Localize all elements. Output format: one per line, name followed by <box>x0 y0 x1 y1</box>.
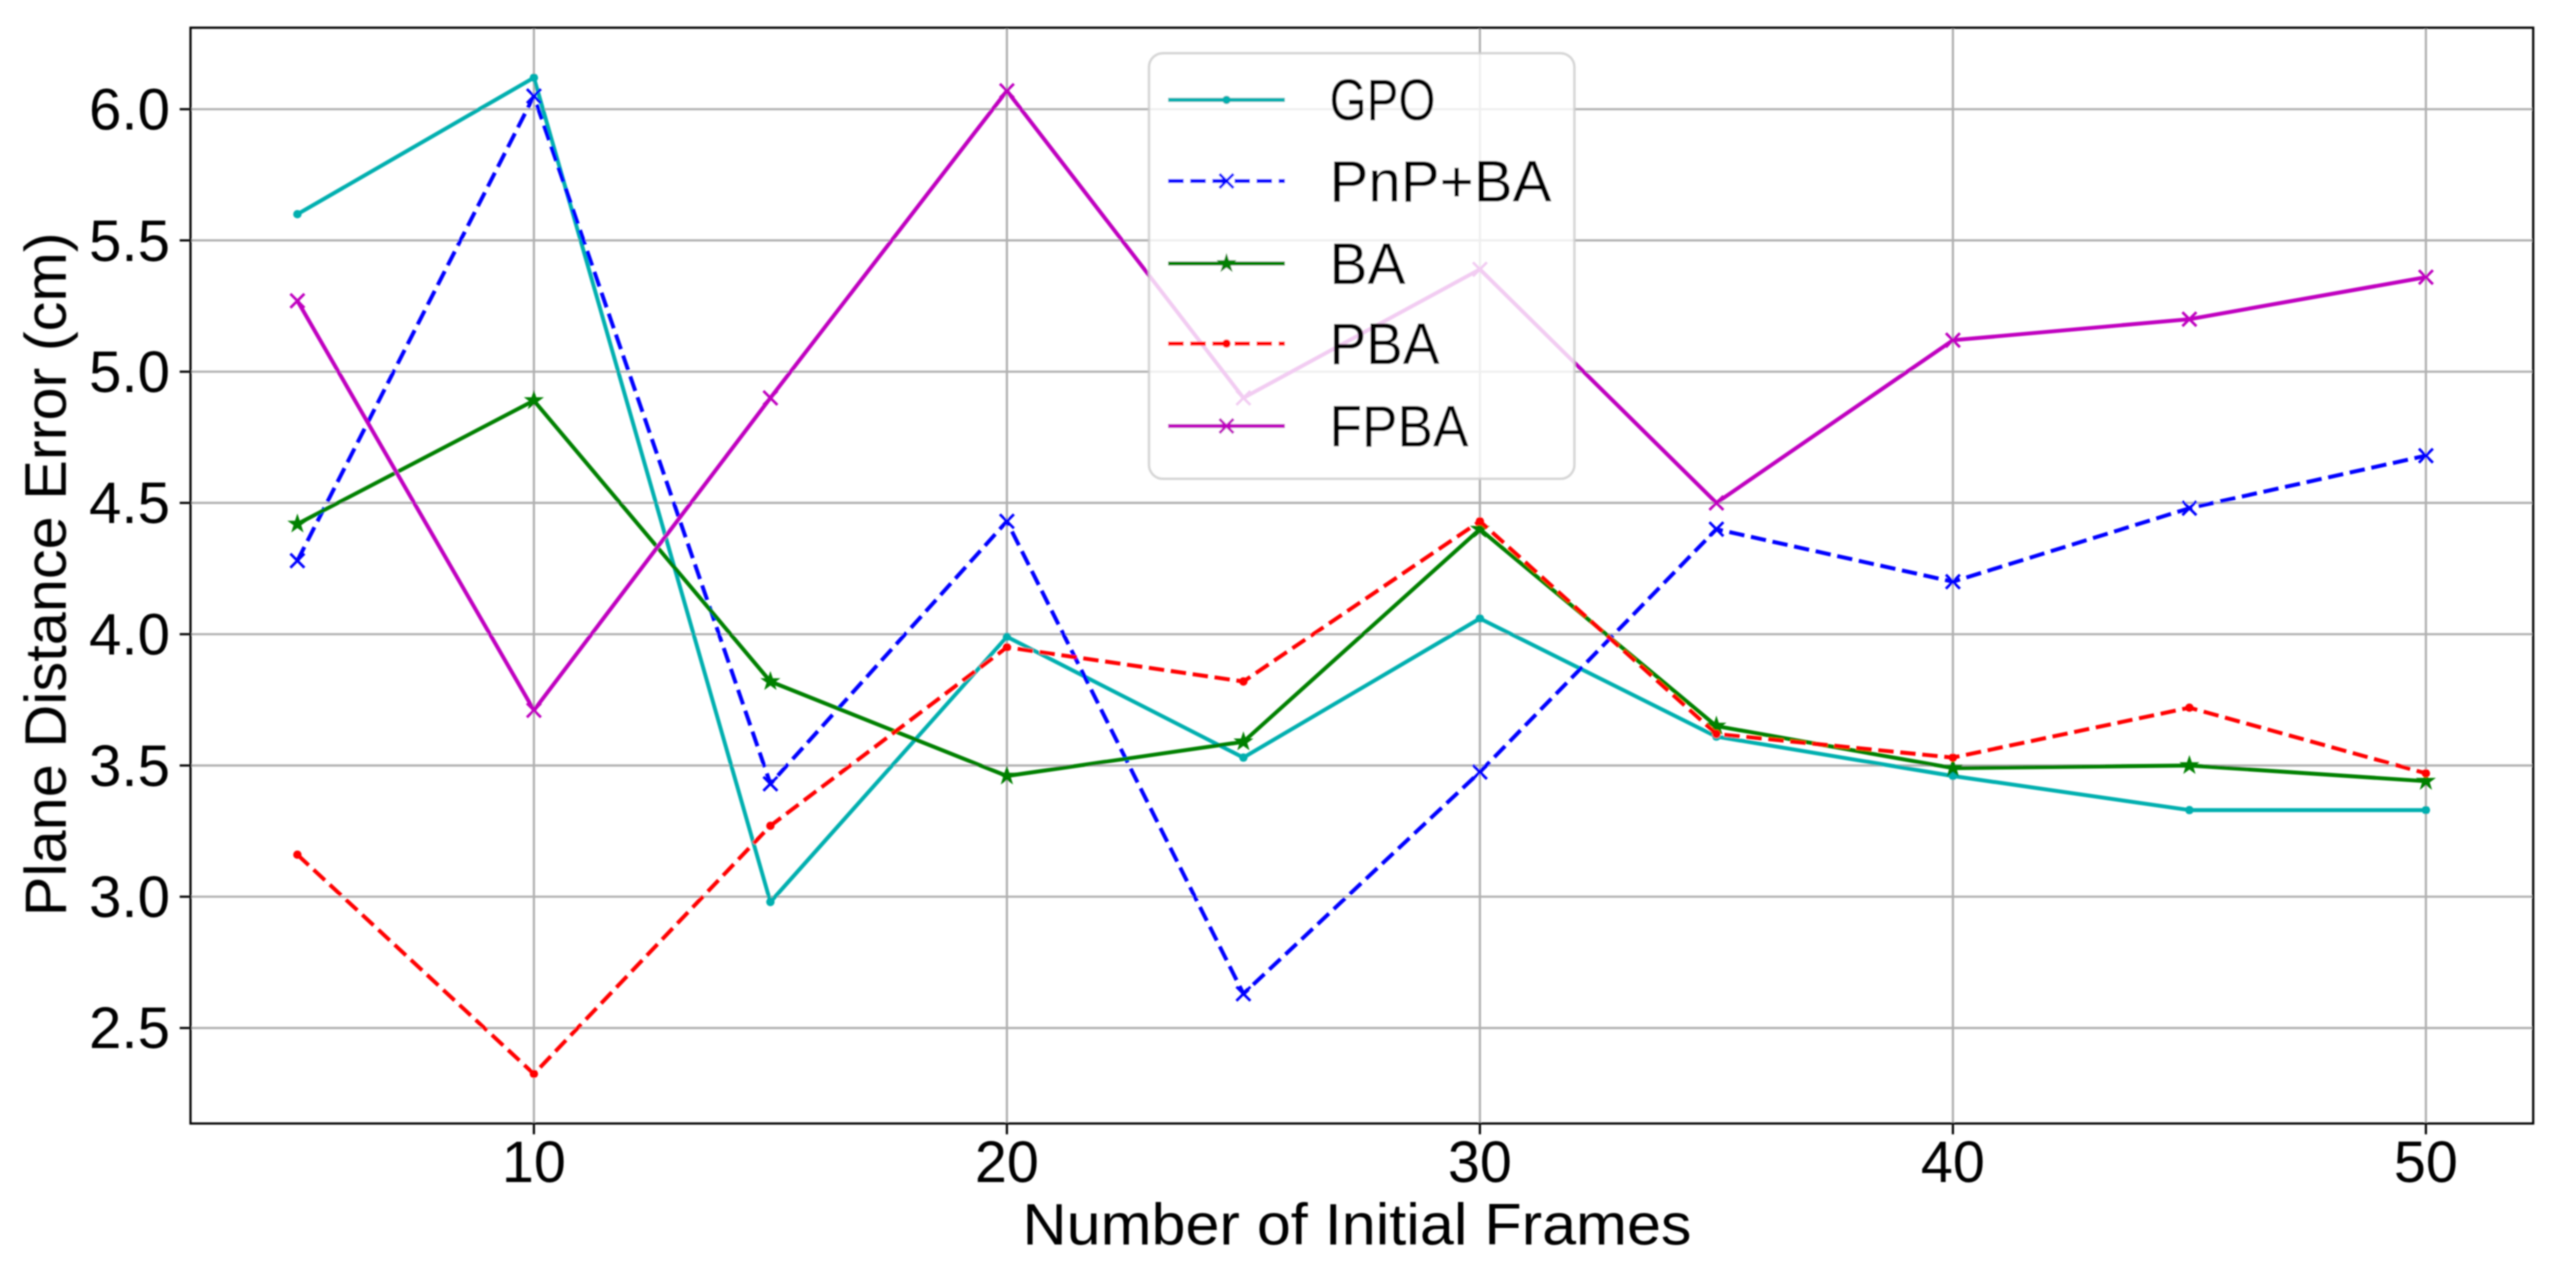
svg-text:4.5: 4.5 <box>89 471 170 536</box>
svg-text:4.0: 4.0 <box>89 603 170 668</box>
svg-text:10: 10 <box>502 1130 566 1195</box>
svg-text:40: 40 <box>1921 1130 1985 1195</box>
svg-text:GPO: GPO <box>1330 68 1436 133</box>
svg-text:5.0: 5.0 <box>89 340 170 405</box>
svg-text:3.0: 3.0 <box>89 865 170 930</box>
svg-text:50: 50 <box>2394 1130 2458 1195</box>
svg-text:Number of Initial Frames: Number of Initial Frames <box>1023 1193 1692 1258</box>
svg-text:5.5: 5.5 <box>89 209 170 274</box>
svg-text:6.0: 6.0 <box>89 78 170 143</box>
svg-text:3.5: 3.5 <box>89 734 170 799</box>
svg-text:FPBA: FPBA <box>1330 394 1469 459</box>
svg-text:20: 20 <box>975 1130 1039 1195</box>
svg-text:30: 30 <box>1448 1130 1512 1195</box>
svg-text:PnP+BA: PnP+BA <box>1330 149 1552 214</box>
svg-text:2.5: 2.5 <box>89 996 170 1061</box>
svg-text:Plane Distance Error (cm): Plane Distance Error (cm) <box>14 232 79 916</box>
svg-text:PBA: PBA <box>1330 312 1440 377</box>
svg-text:BA: BA <box>1330 232 1406 297</box>
